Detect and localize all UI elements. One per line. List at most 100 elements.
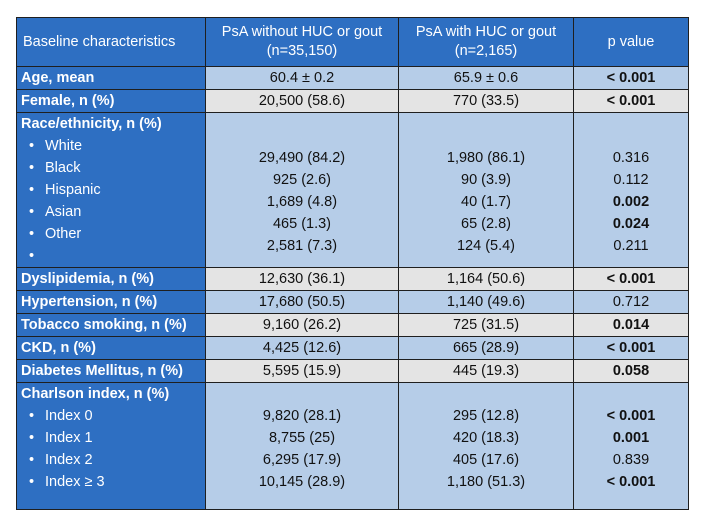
race-without-huc-value: 925 (2.6) (272, 172, 332, 188)
row-label: Female, n (%) (16, 89, 206, 113)
bullet-icon: • (29, 430, 35, 446)
race-with-huc-value: 40 (1.7) (461, 194, 511, 210)
list-item: • Index 0 (21, 405, 201, 427)
race-with-huc-value: 65 (2.8) (461, 216, 511, 232)
list-item: • Asian (21, 201, 201, 223)
bullet-icon: • (29, 182, 35, 198)
cell-p-value: < 0.001 (573, 336, 689, 360)
race-item-name: Other (45, 226, 82, 242)
charlson-p-value: 0.839 (612, 452, 650, 468)
cell-p-value: < 0.001 (573, 89, 689, 113)
race-with-huc-value: 124 (5.4) (456, 238, 516, 254)
bullet-icon: • (29, 160, 35, 176)
row-label: Hypertension, n (%) (16, 290, 206, 314)
table-row-race: Race/ethnicity, n (%) • White • Black • His… (16, 112, 689, 268)
cell-with-huc: 770 (33.5) (398, 89, 574, 113)
list-item: • Index 2 (21, 449, 201, 471)
race-p-value: 0.024 (612, 216, 650, 232)
charlson-without-huc-value: 6,295 (17.9) (262, 452, 342, 468)
row-label: Dyslipidemia, n (%) (16, 267, 206, 291)
table-row-charlson: Charlson index, n (%) • Index 0 • Index 1 … (16, 382, 689, 510)
cell-without-huc: 4,425 (12.6) (205, 336, 399, 360)
header-psa-without-huc-title: PsA without HUC or gout (221, 24, 383, 40)
charlson-without-huc-value: 8,755 (25) (268, 430, 336, 446)
race-with-huc-value: 90 (3.9) (461, 172, 511, 188)
charlson-with-huc-value: 295 (12.8) (452, 408, 520, 424)
list-item: • Black (21, 157, 201, 179)
table-row: Age, mean 60.4 ± 0.2 65.9 ± 0.6 < 0.001 (16, 66, 689, 90)
cell-without-huc: 17,680 (50.5) (205, 290, 399, 314)
header-psa-without-huc: PsA without HUC or gout (n=35,150) (205, 17, 399, 67)
race-p-value: 0.002 (612, 194, 650, 210)
cell-p-value: < 0.001 (573, 267, 689, 291)
charlson-without-huc-value: 10,145 (28.9) (258, 474, 346, 490)
race-p-value-cell: 0.316 0.112 0.002 0.024 0.211 (573, 112, 689, 268)
header-psa-with-huc-n: (n=2,165) (454, 43, 518, 59)
cell-with-huc: 665 (28.9) (398, 336, 574, 360)
baseline-characteristics-table: Baseline characteristics PsA without HUC… (16, 17, 689, 510)
header-psa-with-huc: PsA with HUC or gout (n=2,165) (398, 17, 574, 67)
race-without-huc-cell: 29,490 (84.2) 925 (2.6) 1,689 (4.8) 465 … (205, 112, 399, 268)
list-item: • White (21, 135, 201, 157)
charlson-item-name: Index ≥ 3 (45, 474, 105, 490)
bullet-icon: • (29, 408, 35, 424)
race-p-value: 0.211 (613, 238, 649, 254)
charlson-without-huc-value: 9,820 (28.1) (262, 408, 342, 424)
charlson-item-name: Index 2 (45, 452, 93, 468)
charlson-p-value: < 0.001 (606, 474, 656, 490)
cell-without-huc: 12,630 (36.1) (205, 267, 399, 291)
charlson-with-huc-value: 405 (17.6) (452, 452, 520, 468)
cell-with-huc: 65.9 ± 0.6 (398, 66, 574, 90)
cell-p-value: 0.058 (573, 359, 689, 383)
list-item: • Hispanic (21, 179, 201, 201)
row-label: Diabetes Mellitus, n (%) (16, 359, 206, 383)
charlson-with-huc-cell: 295 (12.8) 420 (18.3) 405 (17.6) 1,180 (… (398, 382, 574, 510)
charlson-with-huc-value: 420 (18.3) (452, 430, 520, 446)
race-p-value: 0.112 (613, 172, 649, 188)
row-label: Age, mean (16, 66, 206, 90)
cell-without-huc: 20,500 (58.6) (205, 89, 399, 113)
row-label: CKD, n (%) (16, 336, 206, 360)
table-row: Diabetes Mellitus, n (%) 5,595 (15.9) 44… (16, 359, 689, 383)
bullet-icon: • (29, 474, 35, 490)
race-without-huc-value: 1,689 (4.8) (266, 194, 338, 210)
race-item-name: Black (45, 160, 81, 176)
header-psa-with-huc-title: PsA with HUC or gout (415, 24, 557, 40)
bullet-icon: • (29, 204, 35, 220)
row-label: Race/ethnicity, n (%) (21, 116, 162, 132)
race-with-huc-cell: 1,980 (86.1) 90 (3.9) 40 (1.7) 65 (2.8) … (398, 112, 574, 268)
row-label: Charlson index, n (%) (21, 386, 170, 402)
charlson-item-name: Index 0 (45, 408, 93, 424)
charlson-p-value-cell: < 0.001 0.001 0.839 < 0.001 (573, 382, 689, 510)
charlson-label-cell: Charlson index, n (%) • Index 0 • Index 1 … (16, 382, 206, 510)
bullet-icon: • (29, 138, 35, 154)
header-baseline-characteristics: Baseline characteristics (16, 17, 206, 67)
cell-without-huc: 5,595 (15.9) (205, 359, 399, 383)
cell-without-huc: 60.4 ± 0.2 (205, 66, 399, 90)
list-item: • Index ≥ 3 (21, 471, 201, 493)
cell-with-huc: 1,140 (49.6) (398, 290, 574, 314)
race-with-huc-value: 1,980 (86.1) (446, 150, 526, 166)
header-p-value: p value (573, 17, 689, 67)
charlson-without-huc-cell: 9,820 (28.1) 8,755 (25) 6,295 (17.9) 10,… (205, 382, 399, 510)
race-label-cell: Race/ethnicity, n (%) • White • Black • His… (16, 112, 206, 268)
cell-with-huc: 445 (19.3) (398, 359, 574, 383)
cell-p-value: < 0.001 (573, 66, 689, 90)
table-row: Tobacco smoking, n (%) 9,160 (26.2) 725 … (16, 313, 689, 337)
cell-with-huc: 725 (31.5) (398, 313, 574, 337)
list-item: • Other (21, 223, 201, 245)
list-item: • Index 1 (21, 427, 201, 449)
cell-without-huc: 9,160 (26.2) (205, 313, 399, 337)
race-without-huc-value: 465 (1.3) (272, 216, 332, 232)
charlson-p-value: 0.001 (612, 430, 650, 446)
table-row: Dyslipidemia, n (%) 12,630 (36.1) 1,164 … (16, 267, 689, 291)
bullet-icon: • (29, 226, 35, 242)
charlson-item-name: Index 1 (45, 430, 93, 446)
header-psa-without-huc-n: (n=35,150) (266, 43, 338, 59)
cell-with-huc: 1,164 (50.6) (398, 267, 574, 291)
race-p-value: 0.316 (612, 150, 650, 166)
bullet-icon: • (29, 452, 35, 468)
table-row: CKD, n (%) 4,425 (12.6) 665 (28.9) < 0.0… (16, 336, 689, 360)
table-row: Hypertension, n (%) 17,680 (50.5) 1,140 … (16, 290, 689, 314)
table-row: Female, n (%) 20,500 (58.6) 770 (33.5) <… (16, 89, 689, 113)
